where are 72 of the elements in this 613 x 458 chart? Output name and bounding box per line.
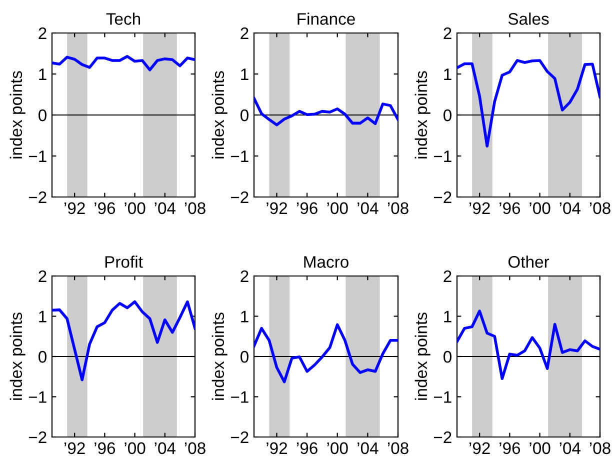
y-tick-label: 0 [444, 350, 452, 363]
chart-title: Tech [106, 12, 140, 25]
y-tick-label: −2 [28, 431, 46, 444]
y-tick-label: 0 [240, 350, 248, 363]
x-tick-label: ’08 [388, 442, 408, 454]
x-tick-label: ’00 [327, 442, 348, 454]
x-tick-label: ’08 [388, 202, 408, 214]
y-tick-label: −2 [28, 191, 46, 204]
y-tick-label: 1 [444, 68, 452, 80]
y-tick-label: −1 [230, 391, 248, 403]
y-axis-title: index points [212, 71, 228, 158]
x-tick-label: ’04 [358, 202, 378, 214]
x-tick-label: ’92 [469, 202, 490, 214]
chart-title: Profit [105, 256, 143, 268]
x-tick-label: ’04 [154, 442, 176, 454]
y-tick-label: 1 [241, 68, 248, 80]
x-tick-label: ’96 [296, 202, 318, 214]
y-tick-label: 1 [39, 310, 46, 322]
x-tick-label: ’96 [94, 442, 116, 454]
x-tick-label: ’04 [154, 202, 176, 214]
y-tick-label: 1 [241, 310, 248, 322]
x-tick-label: ’96 [296, 442, 318, 454]
y-tick-label: 0 [38, 350, 46, 363]
y-axis-title: index points [212, 312, 228, 400]
y-tick-label: 2 [38, 27, 46, 40]
x-tick-label: ’04 [560, 442, 581, 454]
y-tick-label: 2 [444, 27, 452, 40]
y-tick-label: 0 [444, 109, 452, 122]
x-tick-label: ’08 [590, 202, 610, 214]
y-tick-label: −2 [434, 431, 452, 444]
chart-title: Macro [304, 256, 348, 268]
chart-title: Other [508, 256, 550, 268]
y-tick-label: −1 [434, 391, 452, 403]
y-tick-label: 0 [38, 109, 46, 122]
x-tick-label: ’92 [64, 202, 85, 214]
x-tick-label: ’04 [358, 442, 378, 454]
x-tick-label: ’92 [64, 442, 85, 454]
y-tick-label: −2 [230, 191, 248, 204]
x-tick-label: ’04 [560, 202, 581, 214]
y-tick-label: −1 [230, 150, 248, 162]
y-axis-title: index points [414, 71, 430, 158]
x-tick-label: ’00 [124, 442, 146, 454]
y-axis-title: index points [414, 312, 430, 400]
x-tick-label: ’00 [530, 442, 550, 454]
y-tick-label: −2 [230, 431, 248, 444]
y-tick-label: 1 [444, 310, 452, 322]
x-tick-label: ’92 [266, 202, 288, 214]
x-tick-label: ’96 [500, 202, 520, 214]
chart-title: Sales [508, 12, 549, 25]
x-tick-label: ’00 [530, 202, 550, 214]
y-tick-label: 1 [39, 68, 46, 80]
y-tick-label: 0 [240, 109, 248, 122]
y-tick-label: −1 [28, 150, 46, 162]
y-tick-label: −1 [434, 150, 452, 162]
y-tick-label: −2 [434, 191, 452, 204]
y-tick-label: 2 [38, 270, 46, 282]
x-tick-label: ’08 [184, 202, 206, 214]
x-tick-label: ’92 [469, 442, 490, 454]
x-tick-label: ’92 [266, 442, 288, 454]
y-tick-label: 2 [240, 27, 248, 40]
x-tick-label: ’00 [327, 202, 348, 214]
x-tick-label: ’96 [500, 442, 520, 454]
y-tick-label: −1 [28, 391, 46, 403]
chart-title: Finance [298, 12, 355, 25]
y-tick-label: 2 [444, 270, 452, 282]
y-axis-title: index points [10, 71, 26, 158]
x-tick-label: ’00 [124, 202, 146, 214]
x-tick-label: ’08 [590, 442, 610, 454]
x-tick-label: ’08 [184, 442, 206, 454]
x-tick-label: ’96 [94, 202, 116, 214]
y-axis-title: index points [10, 312, 26, 400]
y-tick-label: 2 [240, 270, 248, 282]
